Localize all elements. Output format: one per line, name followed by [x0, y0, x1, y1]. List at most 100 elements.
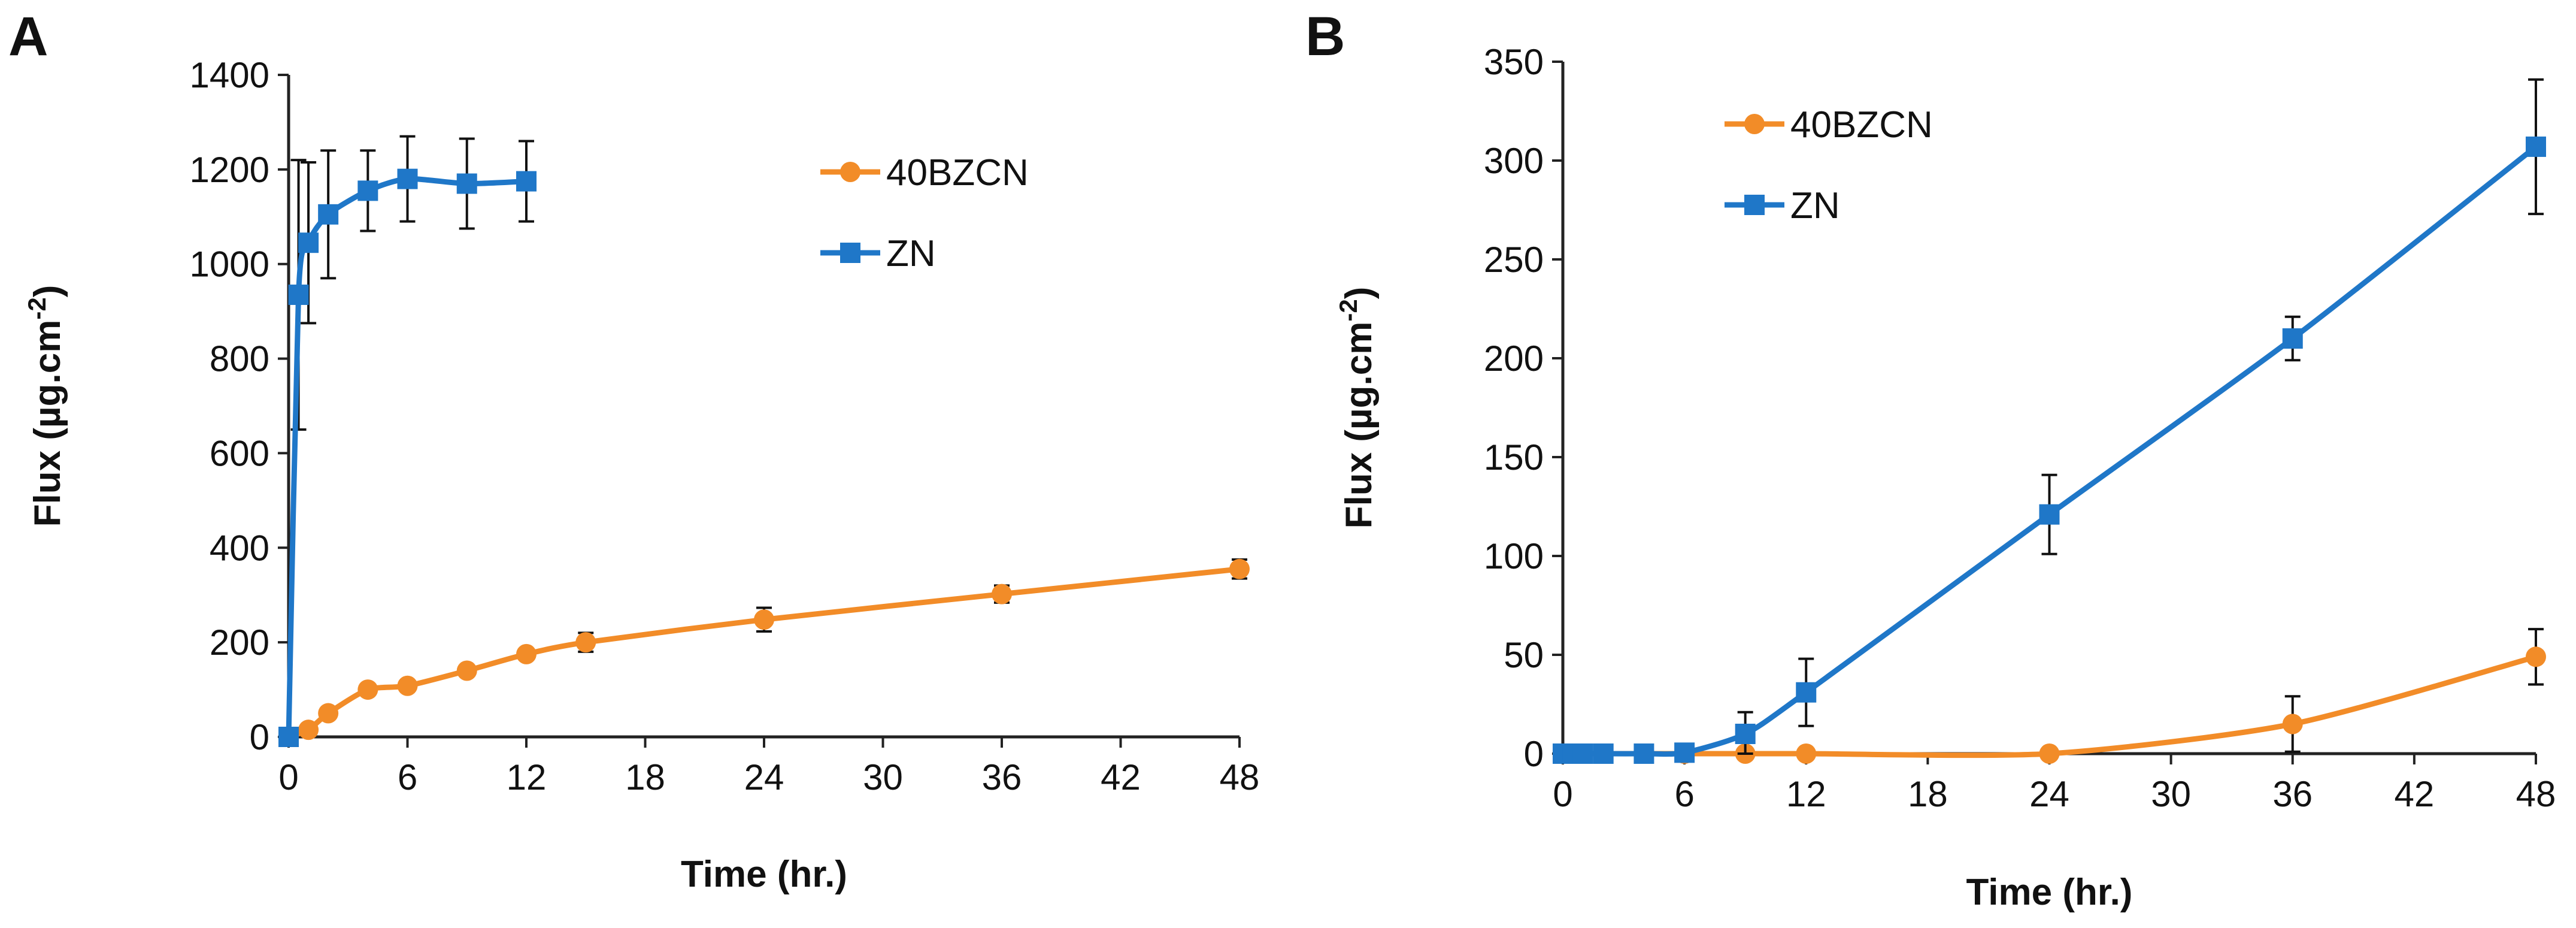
x-tick-label: 36: [2272, 774, 2313, 814]
y-tick-label: 1000: [190, 244, 269, 285]
y-axis-title: Flux (µg.cm-2): [23, 285, 68, 527]
series-40bzcn: [1553, 628, 2546, 764]
legend-swatch-marker: [1744, 114, 1765, 134]
legend-item-zn: ZN: [1725, 185, 1840, 226]
legend-item-zn: ZN: [820, 233, 936, 274]
x-axis-title: Time (hr.): [681, 854, 847, 895]
data-point: [318, 204, 339, 225]
data-point: [2039, 504, 2060, 525]
x-tick-label: 24: [2029, 774, 2069, 814]
data-point: [1229, 558, 1250, 579]
legend-item-40bzcn: 40BZCN: [1725, 104, 1933, 146]
panel-label: A: [8, 6, 48, 67]
data-point: [1735, 724, 1756, 744]
data-point: [2526, 136, 2546, 157]
y-axis-title-superscript: -2: [1334, 299, 1362, 321]
y-tick-label: 150: [1484, 437, 1544, 477]
data-point: [754, 609, 774, 630]
data-point: [992, 584, 1012, 604]
y-axis-title-main: Flux (µg.cm: [1338, 322, 1380, 529]
y-tick-label: 300: [1484, 141, 1544, 181]
data-point: [2282, 714, 2303, 734]
data-point: [1796, 682, 1817, 703]
y-tick-label: 0: [250, 717, 269, 757]
y-axis-title-superscript: -2: [23, 297, 51, 319]
x-axis-title: Time (hr.): [1966, 872, 2133, 913]
data-point: [357, 679, 378, 700]
y-axis-title-main: Flux (µg.cm: [27, 320, 68, 527]
y-tick-label: 50: [1504, 635, 1544, 675]
y-tick-label: 250: [1484, 240, 1544, 280]
x-tick-label: 48: [2516, 774, 2556, 814]
series-zn: [1553, 78, 2546, 764]
data-point: [1572, 743, 1593, 764]
y-tick-label: 1200: [190, 150, 269, 190]
data-point: [456, 660, 477, 681]
data-point: [1796, 743, 1817, 764]
data-point: [516, 171, 537, 192]
x-tick-label: 48: [1220, 757, 1260, 797]
data-point: [516, 643, 537, 664]
series-line: [1563, 654, 2537, 758]
series-line: [287, 566, 1240, 740]
x-tick-label: 18: [1908, 774, 1948, 814]
legend-label: 40BZCN: [886, 152, 1029, 194]
data-point: [1593, 743, 1614, 764]
legend-label: ZN: [886, 233, 936, 274]
data-point: [1674, 742, 1695, 763]
data-point: [2282, 328, 2303, 349]
data-point: [357, 180, 378, 201]
legend-swatch-marker: [840, 243, 860, 263]
y-axis-title-close: ): [1338, 287, 1380, 300]
y-tick-label: 800: [210, 339, 269, 379]
y-tick-label: 0: [1524, 734, 1544, 774]
chart-panel-b: B 0 50 100 150 200 250 300 350 0 6 12 18 24 30 36 42 48 Ti…: [1305, 6, 2556, 913]
data-point: [2526, 646, 2546, 667]
data-point: [397, 168, 418, 189]
data-point: [575, 632, 596, 653]
series-line: [1563, 144, 2538, 757]
y-tick-label: 100: [1484, 536, 1544, 576]
x-tick-label: 24: [744, 757, 784, 797]
data-point: [278, 727, 299, 747]
x-tick-label: 0: [278, 757, 298, 797]
chart-panel-a: A 0 200 400 600 800 1000 1200 1400 0 6 12 18 24 30 36 42…: [8, 6, 1259, 895]
y-tick-label: 1400: [190, 55, 269, 95]
data-point: [298, 232, 319, 253]
x-tick-label: 18: [625, 757, 665, 797]
x-tick-label: 42: [2395, 774, 2435, 814]
data-point: [2039, 743, 2060, 764]
data-point: [288, 285, 309, 306]
x-tick-label: 42: [1101, 757, 1141, 797]
y-tick-label: 200: [210, 622, 269, 663]
data-point: [1634, 743, 1654, 764]
y-tick-label: 600: [210, 433, 269, 473]
x-tick-label: 12: [1786, 774, 1826, 814]
legend-item-40bzcn: 40BZCN: [820, 152, 1029, 194]
legend-swatch-marker: [1744, 195, 1765, 215]
x-tick-label: 30: [863, 757, 903, 797]
x-tick-label: 36: [982, 757, 1022, 797]
y-tick-label: 400: [210, 528, 269, 568]
data-point: [456, 173, 477, 194]
x-tick-label: 6: [398, 757, 417, 797]
legend-label: ZN: [1790, 185, 1840, 226]
x-tick-label: 0: [1553, 774, 1572, 814]
data-point: [397, 675, 418, 696]
y-tick-label: 200: [1484, 338, 1544, 379]
legend-label: 40BZCN: [1790, 104, 1933, 146]
x-tick-label: 12: [507, 757, 547, 797]
series-line: [286, 176, 527, 737]
data-point: [298, 720, 319, 740]
y-axis-title-close: ): [27, 285, 68, 298]
y-axis-title: Flux (µg.cm-2): [1334, 287, 1380, 529]
panel-label: B: [1305, 6, 1345, 67]
x-tick-label: 30: [2151, 774, 2191, 814]
legend-swatch-marker: [840, 162, 860, 182]
y-tick-label: 350: [1484, 42, 1544, 82]
data-point: [318, 703, 339, 724]
series-40bzcn: [278, 558, 1250, 747]
x-tick-label: 6: [1674, 774, 1694, 814]
series-zn: [278, 135, 537, 747]
